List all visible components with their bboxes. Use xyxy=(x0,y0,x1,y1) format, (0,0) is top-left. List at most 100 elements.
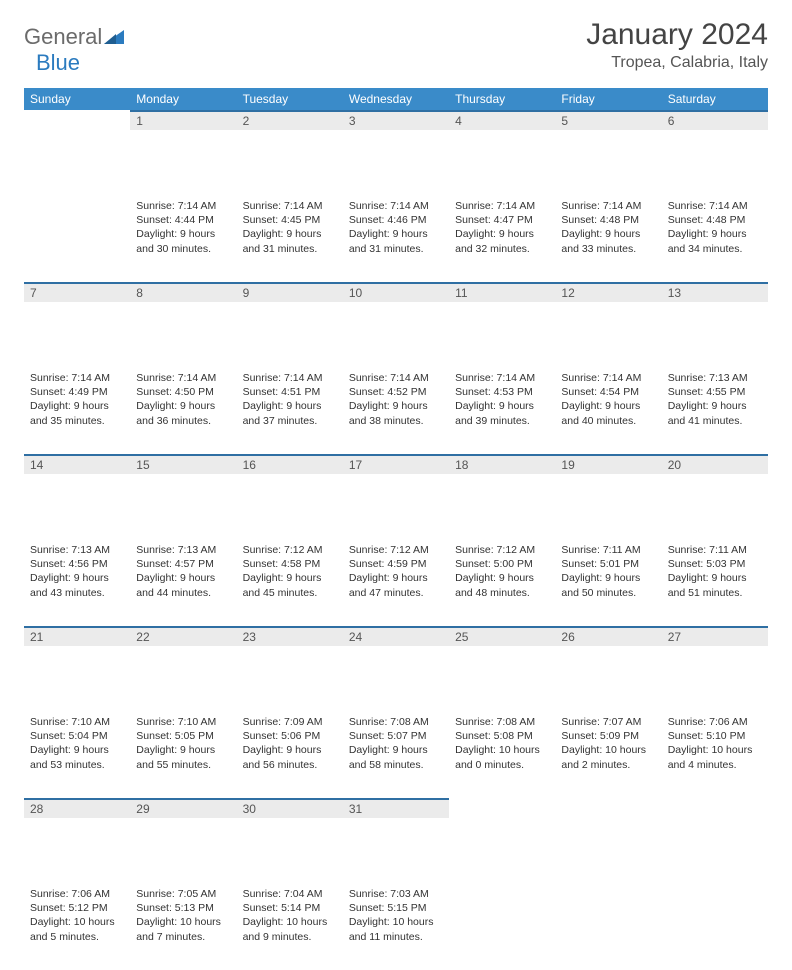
sunrise-text: Sunrise: 7:13 AM xyxy=(668,371,762,385)
day-cell-number: 1 xyxy=(130,110,236,196)
sunrise-text: Sunrise: 7:12 AM xyxy=(455,543,549,557)
day-cell-content: Sunrise: 7:09 AMSunset: 5:06 PMDaylight:… xyxy=(237,712,343,798)
day-content: Sunrise: 7:12 AMSunset: 5:00 PMDaylight:… xyxy=(449,540,555,606)
day-number: 18 xyxy=(449,454,555,474)
day-cell-content: Sunrise: 7:14 AMSunset: 4:47 PMDaylight:… xyxy=(449,196,555,282)
daylight-text: Daylight: 9 hours and 31 minutes. xyxy=(243,227,337,255)
daylight-text: Daylight: 9 hours and 55 minutes. xyxy=(136,743,230,771)
sunrise-text: Sunrise: 7:14 AM xyxy=(349,199,443,213)
sunset-text: Sunset: 4:44 PM xyxy=(136,213,230,227)
day-cell-content: Sunrise: 7:14 AMSunset: 4:51 PMDaylight:… xyxy=(237,368,343,454)
day-cell-content: Sunrise: 7:10 AMSunset: 5:04 PMDaylight:… xyxy=(24,712,130,798)
day-content: Sunrise: 7:06 AMSunset: 5:10 PMDaylight:… xyxy=(662,712,768,778)
day-content: Sunrise: 7:11 AMSunset: 5:01 PMDaylight:… xyxy=(555,540,661,606)
sunset-text: Sunset: 5:04 PM xyxy=(30,729,124,743)
day-number: 8 xyxy=(130,282,236,302)
daylight-text: Daylight: 9 hours and 51 minutes. xyxy=(668,571,762,599)
day-of-week-header: Wednesday xyxy=(343,88,449,110)
day-number: 21 xyxy=(24,626,130,646)
day-cell-content: Sunrise: 7:13 AMSunset: 4:57 PMDaylight:… xyxy=(130,540,236,626)
brand-word1: General xyxy=(24,24,102,49)
day-cell-number: 12 xyxy=(555,282,661,368)
sunrise-text: Sunrise: 7:14 AM xyxy=(243,199,337,213)
sunset-text: Sunset: 4:56 PM xyxy=(30,557,124,571)
sunrise-text: Sunrise: 7:08 AM xyxy=(455,715,549,729)
month-title: January 2024 xyxy=(586,18,768,52)
day-cell-content: Sunrise: 7:12 AMSunset: 5:00 PMDaylight:… xyxy=(449,540,555,626)
day-number: 3 xyxy=(343,110,449,130)
daylight-text: Daylight: 9 hours and 44 minutes. xyxy=(136,571,230,599)
brand-text: General Blue xyxy=(24,24,124,76)
sunrise-text: Sunrise: 7:13 AM xyxy=(30,543,124,557)
day-cell-content: Sunrise: 7:14 AMSunset: 4:53 PMDaylight:… xyxy=(449,368,555,454)
sunrise-text: Sunrise: 7:06 AM xyxy=(668,715,762,729)
sunset-text: Sunset: 5:10 PM xyxy=(668,729,762,743)
day-of-week-row: SundayMondayTuesdayWednesdayThursdayFrid… xyxy=(24,88,768,110)
day-cell-content: Sunrise: 7:14 AMSunset: 4:48 PMDaylight:… xyxy=(555,196,661,282)
sunrise-text: Sunrise: 7:14 AM xyxy=(455,199,549,213)
day-number: 13 xyxy=(662,282,768,302)
sunset-text: Sunset: 4:50 PM xyxy=(136,385,230,399)
week-daynum-row: 14151617181920 xyxy=(24,454,768,540)
day-content: Sunrise: 7:04 AMSunset: 5:14 PMDaylight:… xyxy=(237,884,343,950)
week-content-row: Sunrise: 7:14 AM Sunset: 4:49 PM Daylight:… xyxy=(24,368,768,454)
day-of-week-header: Tuesday xyxy=(237,88,343,110)
day-content: Sunrise: 7:14 AMSunset: 4:50 PMDaylight:… xyxy=(130,368,236,434)
day-number: 16 xyxy=(237,454,343,474)
day-content: Sunrise: 7:08 AMSunset: 5:07 PMDaylight:… xyxy=(343,712,449,778)
day-number: 25 xyxy=(449,626,555,646)
week-daynum-row: .123456 xyxy=(24,110,768,196)
day-number: 10 xyxy=(343,282,449,302)
day-number: 5 xyxy=(555,110,661,130)
day-cell-content: Sunrise: 7:14 AMSunset: 4:52 PMDaylight:… xyxy=(343,368,449,454)
daylight-text: Daylight: 10 hours and 9 minutes. xyxy=(243,915,337,943)
day-cell-content: Sunrise: 7:14 AMSunset: 4:50 PMDaylight:… xyxy=(130,368,236,454)
day-content: Sunrise: 7:14 AMSunset: 4:46 PMDaylight:… xyxy=(343,196,449,262)
daylight-text: Daylight: 9 hours and 37 minutes. xyxy=(243,399,337,427)
day-cell-number: 7 xyxy=(24,282,130,368)
day-content: Sunrise: 7:08 AMSunset: 5:08 PMDaylight:… xyxy=(449,712,555,778)
day-cell-number: 24 xyxy=(343,626,449,712)
day-cell-content: Sunrise: 7:11 AMSunset: 5:01 PMDaylight:… xyxy=(555,540,661,626)
sunrise-text: Sunrise: 7:14 AM xyxy=(136,371,230,385)
day-cell-number: 11 xyxy=(449,282,555,368)
week-content-row: Sunrise: 7:06 AMSunset: 5:12 PMDaylight:… xyxy=(24,884,768,970)
day-number: 26 xyxy=(555,626,661,646)
day-cell-number: 30 xyxy=(237,798,343,884)
day-cell-content: Sunrise: 7:04 AMSunset: 5:14 PMDaylight:… xyxy=(237,884,343,970)
day-cell-number: 15 xyxy=(130,454,236,540)
day-of-week-header: Saturday xyxy=(662,88,768,110)
sunrise-text: Sunrise: 7:13 AM xyxy=(136,543,230,557)
location: Tropea, Calabria, Italy xyxy=(586,54,768,72)
sunset-text: Sunset: 5:08 PM xyxy=(455,729,549,743)
day-cell-number: 22 xyxy=(130,626,236,712)
day-cell-number: . xyxy=(555,798,661,884)
brand-logo: General Blue xyxy=(24,24,124,76)
day-content: Sunrise: 7:12 AMSunset: 4:58 PMDaylight:… xyxy=(237,540,343,606)
day-cell-content: Sunrise: 7:14 AMSunset: 4:44 PMDaylight:… xyxy=(130,196,236,282)
title-block: January 2024 Tropea, Calabria, Italy xyxy=(586,18,768,72)
week-content-row: Sunrise: 7:14 AMSunset: 4:44 PMDaylight:… xyxy=(24,196,768,282)
sunset-text: Sunset: 4:49 PM xyxy=(30,385,124,399)
day-number: 30 xyxy=(237,798,343,818)
day-number: 1 xyxy=(130,110,236,130)
day-cell-content: Sunrise: 7:12 AMSunset: 4:59 PMDaylight:… xyxy=(343,540,449,626)
sunrise-text: Sunrise: 7:08 AM xyxy=(349,715,443,729)
day-cell-number: 28 xyxy=(24,798,130,884)
daylight-text: Daylight: 9 hours and 36 minutes. xyxy=(136,399,230,427)
sunrise-text: Sunrise: 7:14 AM xyxy=(136,199,230,213)
day-cell-number: . xyxy=(449,798,555,884)
sunrise-text: Sunrise: 7:12 AM xyxy=(243,543,337,557)
daylight-text: Daylight: 10 hours and 7 minutes. xyxy=(136,915,230,943)
day-cell-content xyxy=(662,884,768,970)
sunset-text: Sunset: 5:09 PM xyxy=(561,729,655,743)
week-daynum-row: 78910111213 xyxy=(24,282,768,368)
day-cell-number: 4 xyxy=(449,110,555,196)
sunrise-text: Sunrise: 7:14 AM xyxy=(561,371,655,385)
day-content: Sunrise: 7:06 AMSunset: 5:12 PMDaylight:… xyxy=(24,884,130,950)
daylight-text: Daylight: 9 hours and 45 minutes. xyxy=(243,571,337,599)
day-cell-content xyxy=(24,196,130,282)
day-number: 12 xyxy=(555,282,661,302)
day-content: Sunrise: 7:14 AMSunset: 4:53 PMDaylight:… xyxy=(449,368,555,434)
day-cell-number: 31 xyxy=(343,798,449,884)
